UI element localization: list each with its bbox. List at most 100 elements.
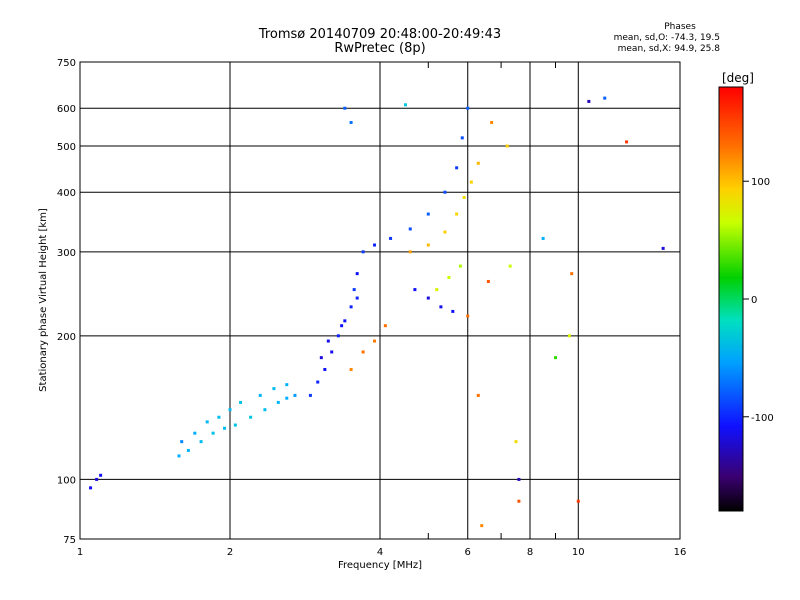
data-point: [205, 420, 209, 424]
data-point: [228, 408, 232, 412]
y-tick-label: 300: [57, 248, 76, 259]
data-points: [89, 96, 665, 528]
colorbar-gradient: [718, 86, 744, 512]
data-point: [308, 393, 312, 397]
data-point: [223, 426, 227, 430]
data-point: [326, 339, 330, 343]
data-point: [426, 243, 430, 247]
data-point: [451, 309, 455, 313]
phase-stats-o-mode: mean, sd,O: -74.3, 19.5: [613, 33, 720, 43]
data-point: [239, 400, 243, 404]
data-point: [89, 486, 93, 490]
x-tick-label: 8: [527, 547, 533, 558]
x-tick-label: 10: [572, 547, 585, 558]
data-point: [661, 246, 665, 250]
data-point: [426, 212, 430, 216]
data-point: [625, 140, 629, 144]
data-point: [514, 440, 518, 444]
data-point: [517, 477, 521, 481]
data-point: [567, 334, 571, 338]
data-point: [95, 477, 99, 481]
data-point: [490, 121, 494, 125]
x-axis-label: Frequency [MHz]: [338, 560, 422, 571]
data-point: [486, 279, 490, 283]
y-tick-label: 200: [57, 332, 76, 343]
data-point: [403, 103, 407, 107]
data-point: [361, 350, 365, 354]
y-axis-label: Stationary phase Virtual Height [km]: [38, 208, 49, 392]
data-point: [193, 431, 197, 435]
data-point: [443, 190, 447, 194]
data-point: [293, 393, 297, 397]
data-point: [466, 106, 470, 110]
data-point: [349, 305, 353, 309]
data-point: [460, 136, 464, 140]
data-point: [455, 212, 459, 216]
data-point: [469, 180, 473, 184]
data-point: [211, 431, 215, 435]
data-point: [476, 393, 480, 397]
y-tick-label: 75: [63, 535, 76, 546]
colorbar-tick-label: 0: [751, 295, 757, 306]
data-point: [263, 408, 267, 412]
data-point: [349, 367, 353, 371]
data-point: [355, 296, 359, 300]
data-point: [383, 324, 387, 328]
grid-lines: [80, 62, 680, 539]
chart-title: Tromsø 20140709 20:48:00-20:49:43: [258, 27, 502, 42]
data-point: [180, 440, 184, 444]
x-tick-label: 2: [227, 547, 233, 558]
data-point: [426, 296, 430, 300]
data-point: [361, 250, 365, 254]
data-point: [352, 288, 356, 292]
colorbar-label: [deg]: [722, 71, 754, 85]
data-point: [258, 393, 262, 397]
data-point: [217, 415, 221, 419]
data-point: [435, 288, 439, 292]
data-point: [186, 448, 190, 452]
data-point: [455, 166, 459, 170]
phase-stats-heading: Phases: [664, 22, 696, 32]
data-point: [476, 161, 480, 165]
y-tick-label: 500: [57, 142, 76, 153]
data-point: [177, 454, 181, 458]
data-point: [458, 264, 462, 268]
data-point: [480, 524, 484, 528]
data-point: [349, 121, 353, 125]
data-point: [505, 144, 509, 148]
data-point: [576, 499, 580, 503]
data-point: [466, 314, 470, 318]
data-point: [462, 195, 466, 199]
colorbar: [deg] 100 0 -100: [718, 71, 774, 512]
data-point: [373, 243, 377, 247]
colorbar-tick-label: 100: [751, 177, 770, 188]
x-tick-label: 6: [465, 547, 471, 558]
data-point: [249, 415, 253, 419]
chart-subtitle: RwPretec (8p): [334, 41, 426, 56]
data-point: [447, 276, 451, 280]
data-point: [408, 250, 412, 254]
data-point: [285, 383, 289, 387]
data-point: [541, 236, 545, 240]
data-point: [340, 324, 344, 328]
data-point: [587, 99, 591, 103]
data-point: [413, 288, 417, 292]
data-point: [603, 96, 607, 100]
data-point: [408, 227, 412, 231]
data-point: [389, 236, 393, 240]
phase-stats-box: Phases mean, sd,O: -74.3, 19.5 mean, sd,…: [600, 22, 720, 55]
data-point: [285, 396, 289, 400]
data-point: [517, 499, 521, 503]
data-point: [343, 319, 347, 323]
data-point: [199, 440, 203, 444]
phase-stats-x-mode: mean, sd,X: 94.9, 25.8: [617, 44, 720, 54]
data-point: [343, 106, 347, 110]
data-point: [373, 339, 377, 343]
x-tick-label: 1: [77, 547, 83, 558]
data-point: [319, 356, 323, 360]
data-point: [355, 272, 359, 276]
data-point: [570, 272, 574, 276]
data-point: [99, 473, 103, 477]
colorbar-ticks: 100 0 -100: [743, 177, 774, 424]
